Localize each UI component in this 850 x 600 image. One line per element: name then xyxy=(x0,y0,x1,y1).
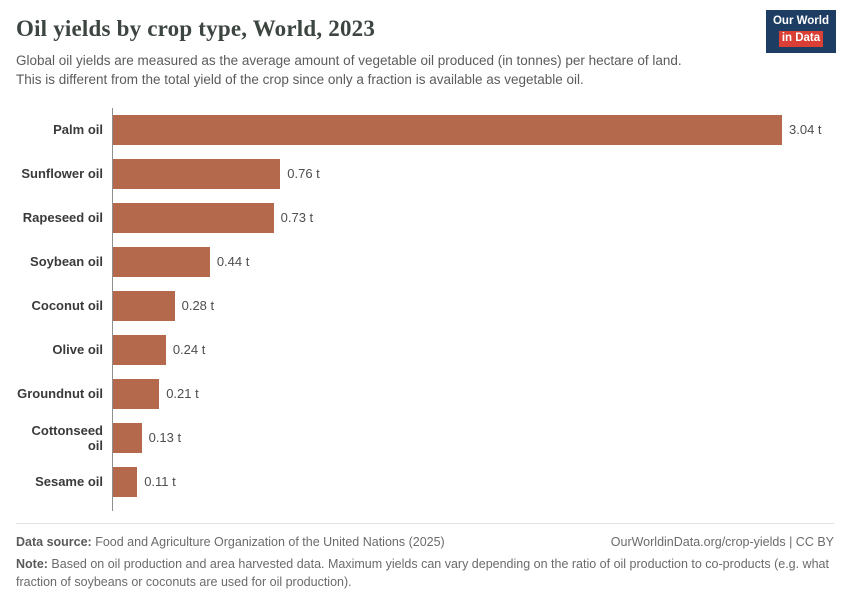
bar-track: 0.13 t xyxy=(112,415,834,460)
bar[interactable] xyxy=(113,158,281,189)
value-label: 0.28 t xyxy=(181,298,215,314)
bar-track: 0.76 t xyxy=(112,151,834,196)
bar-chart: Palm oil 3.04 t Sunflower oil 0.76 t Rapesee… xyxy=(16,107,834,511)
category-label: Rapeseed oil xyxy=(22,210,103,226)
data-source-label: Data source: xyxy=(16,534,92,549)
note-text: Based on oil production and area harvest… xyxy=(16,556,829,590)
category-label: Olive oil xyxy=(52,342,103,358)
note-label: Note: xyxy=(16,556,48,571)
bar-row: Olive oil 0.24 t xyxy=(16,327,834,372)
bar-row: Sesame oil 0.11 t xyxy=(16,459,834,504)
bar-track: 0.44 t xyxy=(112,239,834,284)
owid-logo-accent: in Data xyxy=(778,30,824,47)
bar[interactable] xyxy=(113,378,160,409)
owid-link[interactable]: OurWorldinData.org/crop-yields | CC BY xyxy=(610,534,834,549)
axis-line xyxy=(112,503,834,511)
page-title: Oil yields by crop type, World, 2023 xyxy=(16,16,376,41)
bar-track: 0.11 t xyxy=(112,459,834,504)
footer-divider xyxy=(16,522,834,524)
category-label: Sesame oil xyxy=(35,474,103,490)
chart-note: Note: Based on oil production and area h… xyxy=(16,555,834,591)
bar[interactable] xyxy=(113,290,175,321)
subtitle-line-1: Global oil yields are measured as the av… xyxy=(16,53,682,68)
bar[interactable] xyxy=(113,422,142,453)
value-label: 3.04 t xyxy=(789,122,822,138)
bar-row: Groundnut oil 0.21 t xyxy=(16,371,834,416)
category-label: Soybean oil xyxy=(30,254,103,270)
bar-row: Rapeseed oil 0.73 t xyxy=(16,195,834,240)
bar-track: 3.04 t xyxy=(112,107,834,152)
owid-logo-line1: Our World xyxy=(772,15,829,27)
bar-row: Cottonseed oil 0.13 t xyxy=(16,415,834,460)
bar[interactable] xyxy=(113,246,210,277)
bar[interactable] xyxy=(113,114,782,145)
bar[interactable] xyxy=(113,466,138,497)
value-label: 0.73 t xyxy=(280,210,314,226)
bar[interactable] xyxy=(113,202,274,233)
category-label: Palm oil xyxy=(53,122,103,138)
bar-row: Coconut oil 0.28 t xyxy=(16,283,834,328)
chart-footer: Data source: Food and Agriculture Organi… xyxy=(16,533,834,591)
data-source: Data source: Food and Agriculture Organi… xyxy=(16,533,445,551)
category-label: Coconut oil xyxy=(31,298,104,314)
value-label: 0.13 t xyxy=(148,430,182,446)
chart-subtitle: Global oil yields are measured as the av… xyxy=(16,52,834,90)
category-label: Cottonseed oil xyxy=(31,422,104,453)
value-label: 0.44 t xyxy=(216,254,250,270)
value-label: 0.24 t xyxy=(172,342,206,358)
category-label: Groundnut oil xyxy=(17,386,103,402)
bar-track: 0.21 t xyxy=(112,371,834,416)
bar-track: 0.73 t xyxy=(112,195,834,240)
bar-track: 0.28 t xyxy=(112,283,834,328)
value-label: 0.11 t xyxy=(144,474,176,490)
bar-track: 0.24 t xyxy=(112,327,834,372)
bar-rows: Palm oil 3.04 t Sunflower oil 0.76 t Rapesee… xyxy=(16,107,834,504)
bar[interactable] xyxy=(113,334,166,365)
category-label: Sunflower oil xyxy=(21,166,103,182)
subtitle-line-2: This is different from the total yield o… xyxy=(16,71,584,87)
owid-logo[interactable]: Our World in Data xyxy=(765,10,836,53)
value-label: 0.76 t xyxy=(287,166,320,182)
bar-row: Soybean oil 0.44 t xyxy=(16,239,834,284)
data-source-text: Food and Agriculture Organization of the… xyxy=(91,534,445,549)
bar-row: Sunflower oil 0.76 t xyxy=(16,151,834,196)
value-label: 0.21 t xyxy=(166,386,199,402)
bar-row: Palm oil 3.04 t xyxy=(16,107,834,152)
